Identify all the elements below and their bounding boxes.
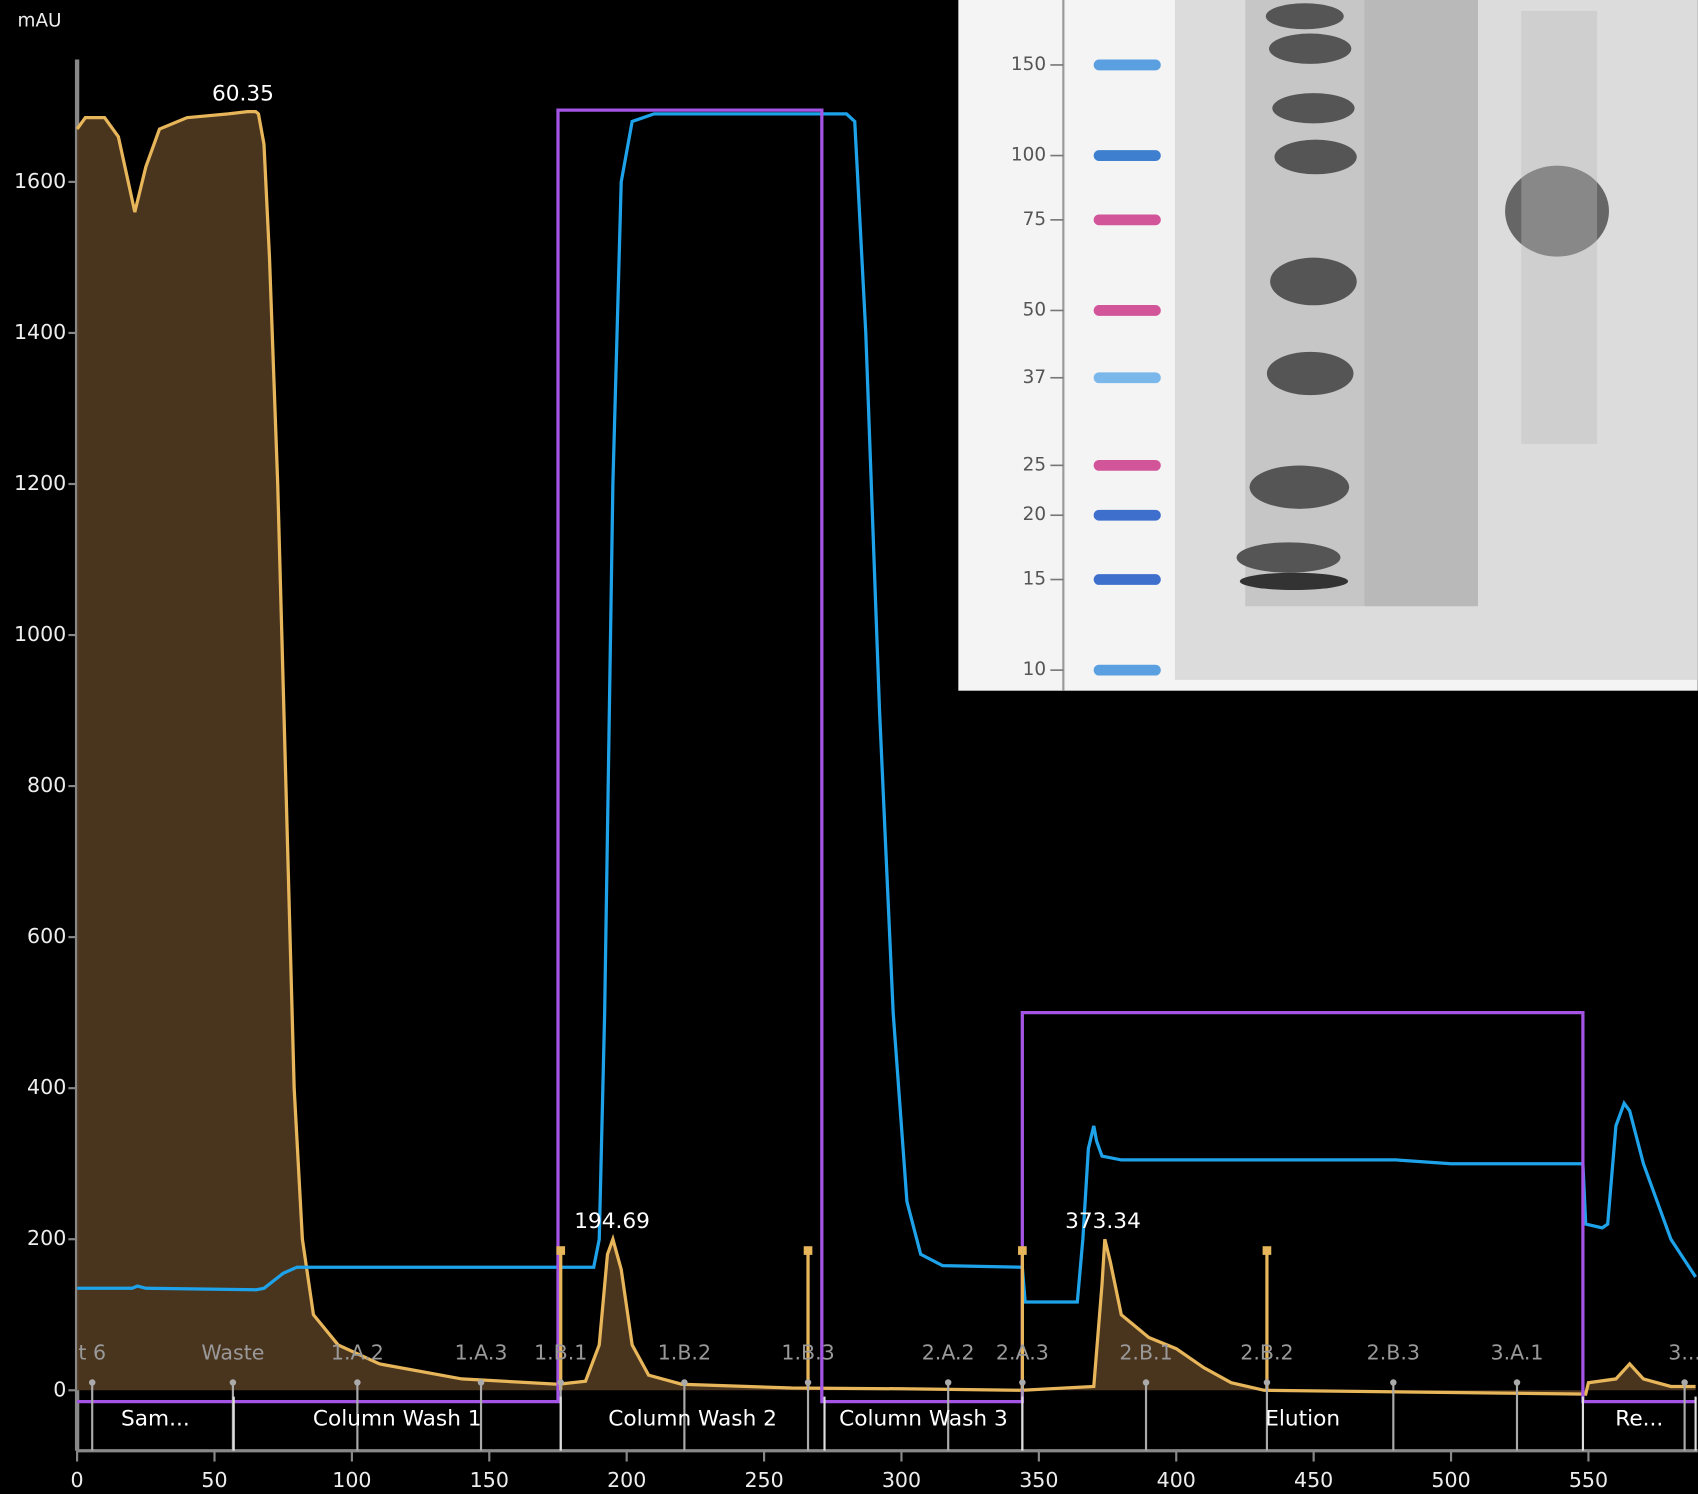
fraction-dot: [1019, 1379, 1025, 1385]
event-marker: [1263, 1246, 1272, 1255]
phase-label: Column Wash 2: [608, 1406, 777, 1431]
gel-tick-label: 150: [1011, 54, 1046, 75]
fraction-dot: [1681, 1379, 1687, 1385]
fraction-dot: [1390, 1379, 1396, 1385]
fraction-dot: [354, 1379, 360, 1385]
gel-tick-label: 20: [1023, 504, 1046, 525]
y-tick-label: 600: [27, 924, 66, 948]
y-axis-label: mAU: [18, 11, 62, 32]
phase-label: Elution: [1265, 1406, 1340, 1431]
event-marker: [804, 1246, 813, 1255]
gel-tick-label: 37: [1023, 367, 1046, 388]
fraction-dot: [1143, 1379, 1149, 1385]
x-tick-label: 400: [1157, 1468, 1196, 1492]
fraction-dot: [89, 1379, 95, 1385]
event-marker: [1018, 1246, 1027, 1255]
phase-label: Column Wash 3: [839, 1406, 1008, 1431]
x-tick-label: 500: [1431, 1468, 1470, 1492]
gel-tick-label: 75: [1023, 209, 1046, 230]
fraction-label: 1.B.2: [658, 1340, 711, 1364]
y-tick-label: 1000: [14, 622, 66, 646]
gel-band: [1270, 258, 1357, 306]
fraction-dot: [681, 1379, 687, 1385]
ladder-band: [1094, 460, 1161, 471]
x-tick-label: 150: [470, 1468, 509, 1492]
y-tick-label: 0: [53, 1377, 66, 1401]
gel-tick-label: 50: [1023, 299, 1046, 320]
y-tick-label: 400: [27, 1075, 66, 1099]
gel-band: [1237, 542, 1341, 572]
gel-band: [1266, 3, 1344, 29]
fraction-label: 2.A.3: [996, 1340, 1049, 1364]
x-tick-label: 100: [332, 1468, 371, 1492]
gel-band: [1250, 466, 1350, 509]
fraction-label: 1.A.3: [455, 1340, 508, 1364]
phase-label: Sam...: [121, 1406, 190, 1431]
fraction-label: 3.A.1: [1491, 1340, 1544, 1364]
event-marker: [556, 1246, 565, 1255]
fraction-label: 1.B.3: [781, 1340, 834, 1364]
x-tick-label: 550: [1569, 1468, 1608, 1492]
y-tick-label: 1200: [14, 471, 66, 495]
ladder-band: [1094, 214, 1161, 225]
gel-lane: [1364, 0, 1478, 606]
fraction-label: 2.A.2: [922, 1340, 975, 1364]
gel-tick-label: 15: [1023, 569, 1046, 590]
fraction-label: 3...: [1668, 1340, 1698, 1364]
x-tick-label: 0: [71, 1468, 84, 1492]
gel-inset: 150 100 75 50 37 25 20 15 10: [958, 0, 1697, 691]
peak-label: 194.69: [574, 1209, 650, 1234]
fraction-label: t 6: [78, 1340, 106, 1364]
phase-label: Re...: [1615, 1406, 1663, 1431]
fraction-label: 2.B.1: [1119, 1340, 1172, 1364]
gel-lane: [1521, 11, 1597, 444]
fraction-dot: [1514, 1379, 1520, 1385]
ladder-band: [1094, 574, 1161, 585]
x-tick-label: 50: [201, 1468, 227, 1492]
x-tick-label: 350: [1019, 1468, 1058, 1492]
ladder-band: [1094, 60, 1161, 71]
fraction-label: 2.B.2: [1240, 1340, 1293, 1364]
x-tick-label: 250: [744, 1468, 783, 1492]
fraction-label: 1.A.2: [331, 1340, 384, 1364]
gel-band: [1240, 573, 1348, 590]
fraction-label: 2.B.3: [1367, 1340, 1420, 1364]
y-tick-label: 1400: [14, 320, 66, 344]
fraction-label: 1.B.1: [534, 1340, 587, 1364]
gel-band: [1267, 352, 1354, 395]
ladder-band: [1094, 510, 1161, 521]
gel-band: [1269, 34, 1351, 64]
gel-band: [1272, 93, 1354, 123]
peak-label: 373.34: [1065, 1209, 1141, 1234]
x-tick-label: 200: [607, 1468, 646, 1492]
fraction-dot: [945, 1379, 951, 1385]
chart: mAU 020040060080010001200140016000501001…: [0, 0, 1698, 1494]
ladder-band: [1094, 150, 1161, 161]
x-tick-label: 450: [1294, 1468, 1333, 1492]
fraction-dot: [805, 1379, 811, 1385]
fraction-label: Waste: [201, 1340, 264, 1364]
ladder-band: [1094, 305, 1161, 316]
gel-band: [1274, 140, 1356, 175]
y-tick-label: 800: [27, 773, 66, 797]
phase-label: Column Wash 1: [313, 1406, 482, 1431]
fraction-dot: [557, 1379, 563, 1385]
gel-tick-label: 100: [1011, 145, 1046, 166]
ladder-band: [1094, 372, 1161, 383]
fraction-dot: [478, 1379, 484, 1385]
fraction-dot: [1264, 1379, 1270, 1385]
gel-tick-label: 25: [1023, 454, 1046, 475]
peak-label: 60.35: [212, 81, 274, 106]
y-tick-label: 1600: [14, 169, 66, 193]
ladder-band: [1094, 665, 1161, 676]
fraction-dot: [230, 1379, 236, 1385]
gel-tick-label: 10: [1023, 659, 1046, 680]
x-tick-label: 300: [882, 1468, 921, 1492]
y-tick-label: 200: [27, 1226, 66, 1250]
